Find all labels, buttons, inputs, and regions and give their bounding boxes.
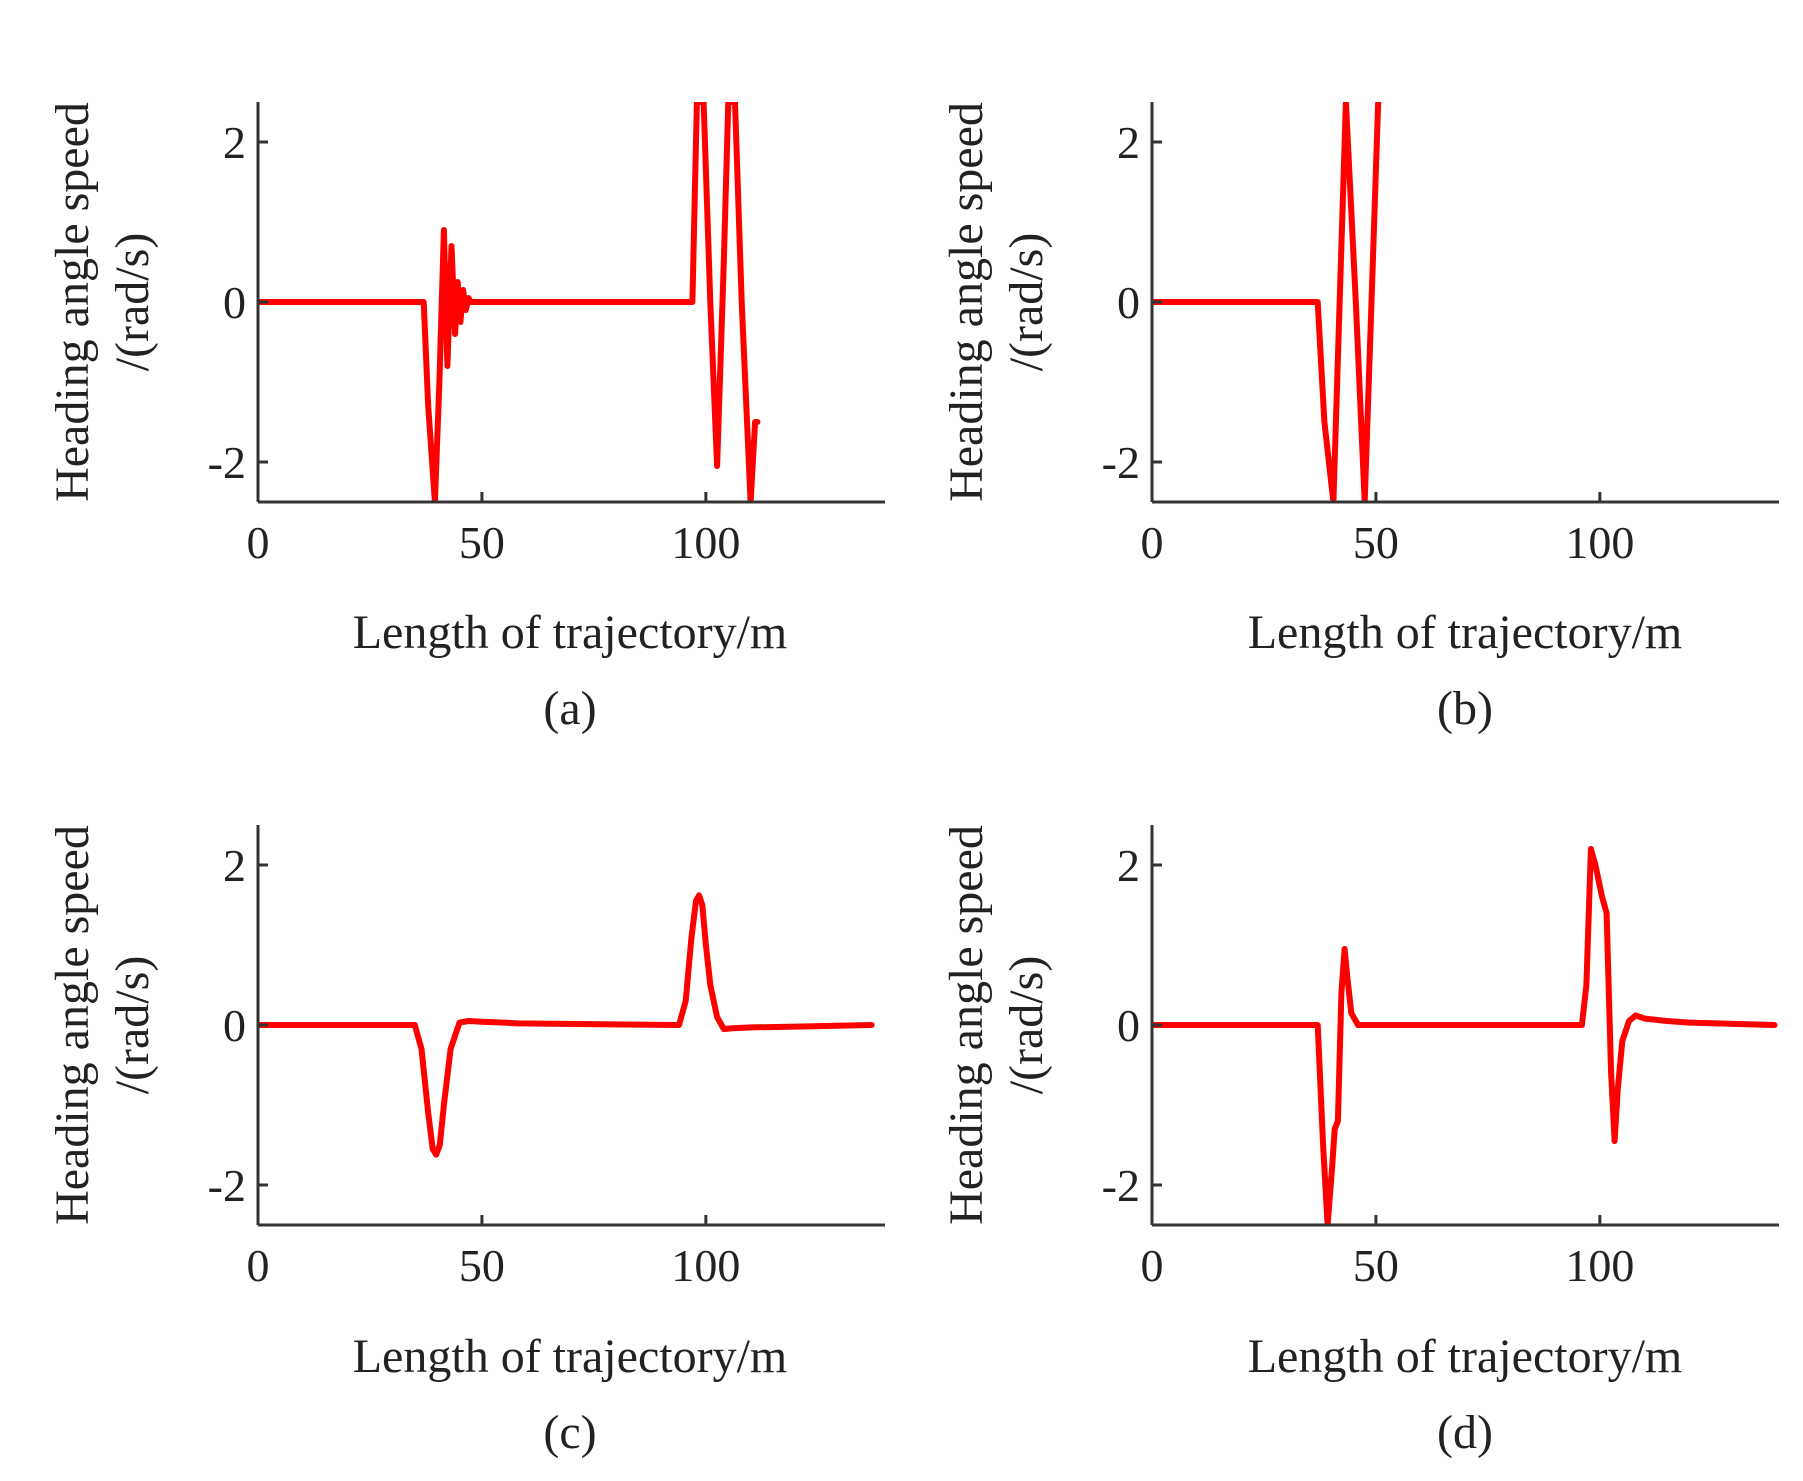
panel-c-x-tick-label: 50: [459, 1240, 505, 1291]
panel-c-y-tick-label: -2: [208, 1160, 246, 1211]
panel-d-x-tick-label: 0: [1141, 1240, 1164, 1291]
panel-a-xlabel: Length of trajectory/m: [353, 606, 788, 659]
panel-b-x-tick-label: 100: [1565, 517, 1634, 568]
panel-d-ylabel-line1: Heading angle speed: [940, 825, 993, 1225]
panel-d-x-tick-label: 50: [1353, 1240, 1399, 1291]
panel-a-ylabel-line2: /(rad/s): [106, 233, 159, 372]
panel-c: Heading angle speed /(rad/s) Length of t…: [46, 825, 885, 1459]
panel-b-y-tick-label: 0: [1117, 277, 1140, 328]
panel-d-xlabel: Length of trajectory/m: [1248, 1330, 1683, 1383]
panel-c-y-tick-label: 0: [223, 1000, 246, 1051]
panel-b-y-tick-label: 2: [1117, 117, 1140, 168]
panel-a-y-tick-label: -2: [208, 437, 246, 488]
panel-a-y-tick-label: 2: [223, 117, 246, 168]
panel-a-y-tick-label: 0: [223, 277, 246, 328]
panel-c-series-line: [258, 892, 875, 1158]
panel-c-ylabel-line1: Heading angle speed: [46, 825, 99, 1225]
panel-b-series-line: [1152, 102, 1382, 502]
panel-d-y-tick-label: 2: [1117, 840, 1140, 891]
panel-c-xlabel: Length of trajectory/m: [353, 1330, 788, 1383]
panel-a-series-line: [258, 102, 761, 502]
panel-d: Heading angle speed /(rad/s) Length of t…: [940, 825, 1779, 1459]
panel-b-tag: (b): [1437, 682, 1493, 735]
panel-a: Heading angle speed /(rad/s) Length of t…: [46, 102, 885, 735]
panel-a-x-tick-label: 0: [247, 517, 270, 568]
panel-c-x-tick-label: 0: [247, 1240, 270, 1291]
panel-b-ylabel-line2: /(rad/s): [1000, 233, 1053, 372]
panel-d-y-tick-label: 0: [1117, 1000, 1140, 1051]
panel-b-x-tick-label: 50: [1353, 517, 1399, 568]
panel-b: Heading angle speed /(rad/s) Length of t…: [940, 102, 1779, 735]
panel-c-tag: (c): [543, 1406, 596, 1459]
panel-a-ylabel-line1: Heading angle speed: [46, 102, 99, 502]
panel-a-tag: (a): [543, 682, 596, 735]
panel-d-ylabel-line2: /(rad/s): [1000, 956, 1053, 1095]
panel-a-x-tick-label: 50: [459, 517, 505, 568]
panel-b-ylabel-line1: Heading angle speed: [940, 102, 993, 502]
panel-d-series-line: [1152, 846, 1778, 1225]
panel-a-x-tick-label: 100: [671, 517, 740, 568]
panel-b-x-tick-label: 0: [1141, 517, 1164, 568]
panel-d-x-tick-label: 100: [1565, 1240, 1634, 1291]
panel-d-tag: (d): [1437, 1406, 1493, 1459]
panel-c-y-tick-label: 2: [223, 840, 246, 891]
panel-c-x-tick-label: 100: [671, 1240, 740, 1291]
panel-b-y-tick-label: -2: [1102, 437, 1140, 488]
panel-b-xlabel: Length of trajectory/m: [1248, 606, 1683, 659]
panel-c-ylabel-line2: /(rad/s): [106, 956, 159, 1095]
panel-d-y-tick-label: -2: [1102, 1160, 1140, 1211]
